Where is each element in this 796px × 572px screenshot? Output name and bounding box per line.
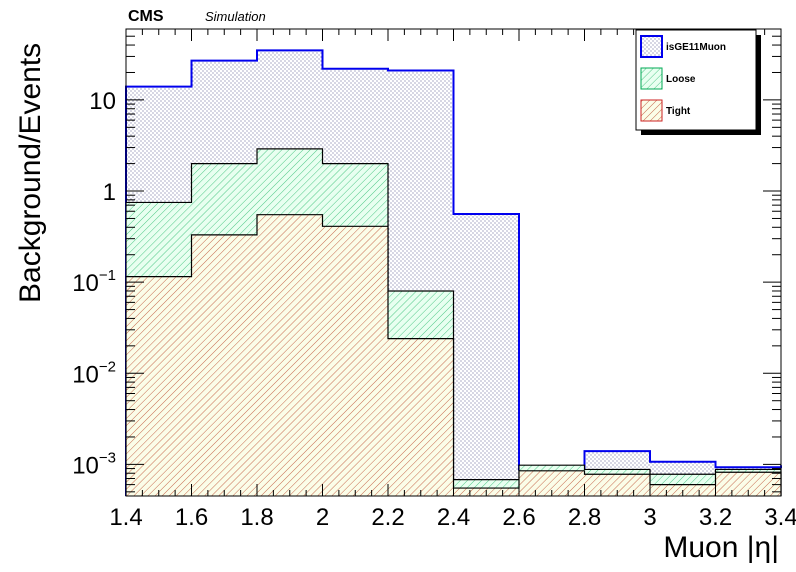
x-tick-label: 3.2 [699, 504, 732, 531]
y-tick-label: 1 [103, 179, 116, 206]
status-label: Simulation [205, 9, 266, 24]
y-axis-ticks: 10−3 10−2 10−1 1 10 [72, 28, 781, 493]
x-axis-title: Muon |η| [663, 531, 779, 564]
legend-swatch-isge11muon [640, 35, 663, 58]
x-tick-label: 2.2 [371, 504, 404, 531]
bar-tight-3 [322, 226, 388, 496]
bar-tight-0 [126, 276, 192, 496]
outline-isge11muon [125, 49, 782, 496]
bar-tight-2 [257, 214, 323, 496]
x-tick-label: 1.6 [175, 504, 208, 531]
x-tick-label: 1.8 [240, 504, 273, 531]
x-tick-label: 2.6 [502, 504, 535, 531]
bar-isge11muon-5 [453, 213, 519, 496]
legend: isGE11Muon Loose Tight [635, 29, 761, 135]
bar-tight-4 [388, 338, 454, 496]
series-layer [125, 49, 782, 497]
x-tick-label: 3 [643, 504, 656, 531]
y-axis-title: Background/Events [14, 43, 47, 303]
legend-label-loose: Loose [666, 74, 696, 85]
bar-tight-1 [191, 234, 257, 496]
y-tick-label: 10−2 [72, 358, 116, 388]
x-tick-label: 1.4 [109, 504, 142, 531]
x-tick-label: 2 [316, 504, 329, 531]
y-tick-label: 10−3 [72, 449, 116, 479]
x-tick-label: 3.4 [764, 504, 796, 531]
x-tick-label: 2.4 [437, 504, 470, 531]
legend-swatch-tight [640, 99, 663, 122]
x-axis-ticks: 1.4 1.6 1.8 2 2.2 2.4 2.6 2.8 3 3.2 3.4 [109, 29, 796, 531]
legend-label-tight: Tight [666, 106, 691, 117]
y-tick-label: 10 [89, 88, 116, 115]
outline-tight [125, 214, 782, 496]
legend-label-isge11muon: isGE11Muon [666, 42, 726, 53]
experiment-label: CMS [128, 8, 164, 25]
x-tick-label: 2.8 [568, 504, 601, 531]
y-tick-label: 10−1 [72, 267, 116, 297]
legend-swatch-loose [640, 67, 663, 90]
